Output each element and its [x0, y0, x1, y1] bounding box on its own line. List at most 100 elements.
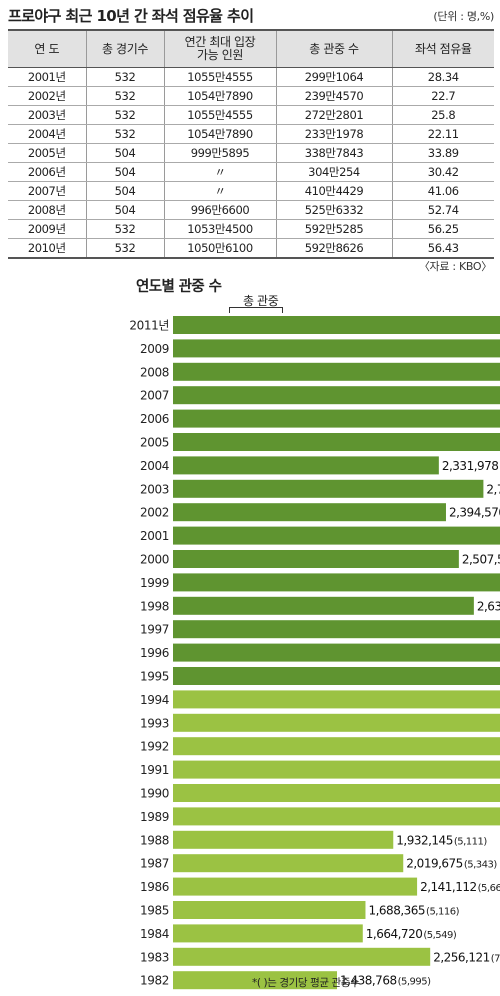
avg-attendance-label: (5,116)	[426, 907, 460, 918]
year-label: 1997	[140, 623, 169, 637]
table-cell: 2008년	[8, 200, 86, 220]
table-cell: 〃	[163, 181, 276, 201]
attendance-bar	[173, 526, 500, 545]
table-row: 2006년 504 〃 304만254 30.42	[8, 162, 494, 182]
table-cell: 56.43	[391, 238, 494, 259]
table-header-row: 연 도 총 경기수 연간 최대 입장 가능 인원 총 관중 수 좌석 점유율	[8, 29, 494, 68]
column-header: 좌석 점유율	[391, 29, 494, 68]
table-cell: 532	[85, 67, 164, 87]
value-label: 2,394,570	[449, 506, 500, 520]
attendance-bar	[173, 667, 500, 685]
value-label: 1,664,720	[366, 927, 423, 941]
table-row: 2004년 532 1054만7890 233만1978 22.11	[8, 124, 494, 144]
attendance-bar	[173, 901, 366, 919]
year-label: 2007	[140, 389, 169, 403]
title-bar: 프로야구 최근 10년 간 좌석 점유율 추이 (단위 : 명,%)	[8, 4, 494, 26]
attendance-bar	[173, 830, 394, 849]
table-cell: 30.42	[391, 162, 494, 182]
year-label: 2009	[140, 342, 169, 356]
table-cell: 239만4570	[275, 86, 392, 106]
table-row: 2003년 532 1055만4555 272만2801 25.8	[8, 105, 494, 125]
table-cell: 1054만7890	[163, 86, 276, 106]
table-cell: 1054만7890	[163, 124, 276, 144]
table-cell: 1055만4555	[163, 67, 276, 87]
attendance-bar	[173, 784, 500, 802]
attendance-bar	[173, 807, 500, 826]
attendance-bar	[173, 456, 439, 475]
year-label: 1989	[140, 810, 169, 824]
avg-attendance-label: (5,661)	[478, 883, 500, 894]
avg-attendance-label: (7,520)	[491, 953, 500, 964]
attendance-bar	[173, 503, 446, 522]
table-cell: 592만5285	[275, 219, 392, 239]
attendance-bar	[173, 573, 500, 592]
attendance-bar	[173, 877, 418, 896]
table-cell: 2002년	[8, 86, 86, 106]
table-cell: 996만6600	[163, 200, 276, 220]
attendance-bar	[173, 924, 363, 943]
table-cell: 1050만6100	[163, 238, 276, 259]
table-cell: 52.74	[391, 200, 494, 220]
value-label: 1,438,768	[340, 974, 397, 988]
table-title: 프로야구 최근 10년 간 좌석 점유율 추이	[8, 7, 254, 25]
unit-note: (단위 : 명,%)	[433, 10, 494, 23]
year-label: 2000	[140, 553, 169, 567]
column-header: 연 도	[8, 29, 86, 68]
year-label: 1996	[140, 646, 169, 660]
table-cell: 2006년	[8, 162, 86, 182]
avg-attendance-label: (5,111)	[454, 836, 488, 847]
attendance-bar	[173, 433, 500, 451]
table-cell: 2009년	[8, 219, 86, 239]
table-row: 2005년 504 999만5895 338만7843 33.89	[8, 143, 494, 163]
column-header: 연간 최대 입장 가능 인원	[163, 29, 276, 68]
value-label: 2,331,978	[442, 459, 499, 473]
attendance-bar	[173, 643, 500, 662]
chart-title: 연도별 관중 수	[136, 279, 222, 295]
attendance-bar	[173, 339, 500, 358]
table-cell: 25.8	[391, 105, 494, 125]
table-cell: 532	[85, 105, 164, 125]
table-cell: 504	[85, 143, 164, 163]
table-cell: 1055만4555	[163, 105, 276, 125]
legend-bracket	[229, 307, 283, 313]
attendance-bar	[173, 737, 500, 756]
table-cell: 22.7	[391, 86, 494, 106]
avg-attendance-label: (5,343)	[464, 860, 498, 871]
table-cell: 504	[85, 162, 164, 182]
attendance-bar	[173, 479, 484, 498]
table-cell: 525만6332	[275, 200, 392, 220]
table-cell: 22.11	[391, 124, 494, 144]
avg-attendance-label: (5,995)	[398, 977, 432, 988]
column-header-text: 좌석 점유율	[414, 41, 472, 56]
value-label: 1,932,145	[396, 833, 453, 847]
table-cell: 532	[85, 219, 164, 239]
attendance-bar	[173, 409, 500, 428]
table-row: 2010년 532 1050만6100 592만8626 56.43	[8, 238, 494, 259]
value-label: 2,639,119	[477, 599, 500, 613]
value-label: 1,688,365	[368, 904, 425, 918]
attendance-bar	[173, 854, 404, 873]
table-cell: 2007년	[8, 181, 86, 201]
avg-attendance-label: (5,549)	[423, 930, 457, 941]
table-cell: 56.25	[391, 219, 494, 239]
year-label: 2002	[140, 506, 169, 520]
attendance-bar	[173, 386, 500, 405]
table-cell: 504	[85, 200, 164, 220]
year-label: 1992	[140, 740, 169, 754]
year-label: 1994	[140, 693, 169, 707]
year-label: 1985	[140, 904, 169, 918]
year-label: 1995	[140, 670, 169, 684]
attendance-bar	[173, 620, 500, 639]
table-cell: 272만2801	[275, 105, 392, 125]
column-header: 총 경기수	[85, 29, 164, 68]
table-cell: 532	[85, 124, 164, 144]
attendance-bar	[173, 713, 500, 732]
table-cell: 338만7843	[275, 143, 392, 163]
table-cell: 2004년	[8, 124, 86, 144]
legend-label: 총 관중	[243, 294, 279, 308]
year-label: 2003	[140, 482, 169, 496]
attendance-bar	[173, 596, 474, 615]
year-label: 1999	[140, 576, 169, 590]
column-header-text: 연간 최대 입장	[184, 35, 256, 49]
year-label: 2011년	[129, 319, 169, 333]
